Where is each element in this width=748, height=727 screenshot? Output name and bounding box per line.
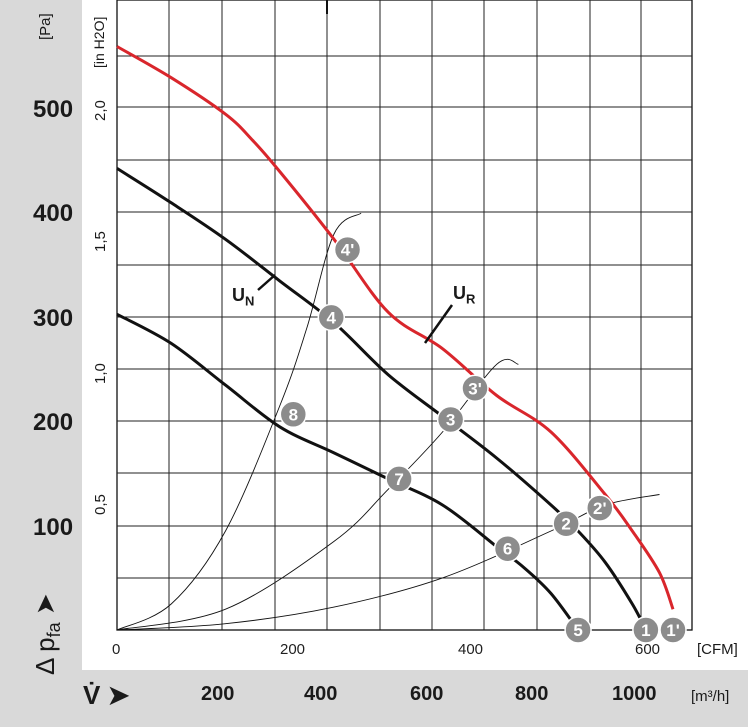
operating-point-label: 2' <box>593 499 607 518</box>
system-curve <box>116 358 519 631</box>
operating-point-label: 1 <box>641 621 650 640</box>
operating-point <box>436 405 465 434</box>
series-line-ur <box>116 45 675 610</box>
operating-point <box>461 374 489 403</box>
operating-point <box>493 534 522 563</box>
m3h-tick-label: 600 <box>410 683 444 705</box>
pa-tick-label: 200 <box>33 409 74 436</box>
flow-axis-label: V̇ ➤ <box>83 680 130 710</box>
cfm-tick-label: 600 <box>635 641 661 658</box>
operating-point-label: 3' <box>468 379 482 398</box>
pa-tick-label: 500 <box>33 96 74 123</box>
operating-point-label: 4 <box>327 308 337 327</box>
leader-line-ur <box>423 304 454 344</box>
operating-point <box>279 400 308 429</box>
cfm-tick-label: 0 <box>112 641 121 658</box>
cfm-tick-label: 200 <box>280 641 306 658</box>
y-axis-band <box>0 0 82 727</box>
operating-point-label: 4' <box>341 241 355 260</box>
inh2o-unit-label: [in H2O] <box>91 16 107 68</box>
pa-tick-label: 100 <box>33 514 74 541</box>
series-line-un <box>116 167 648 631</box>
cfm-unit-label: [CFM] <box>697 641 738 658</box>
operating-point <box>385 465 413 493</box>
operating-point-label: 7 <box>394 470 403 489</box>
inh2o-tick-label: 0,5 <box>92 494 109 515</box>
pressure-axis-label: Δ pfa ➤ <box>30 593 65 675</box>
m3h-tick-label: 200 <box>201 683 235 705</box>
operating-point <box>333 235 362 264</box>
operating-point-label: 6 <box>503 540 512 559</box>
operating-point <box>586 494 614 522</box>
operating-point <box>659 616 687 644</box>
operating-point-label: 3 <box>446 411 455 430</box>
x-axis-band <box>0 670 748 727</box>
cfm-tick-label: 400 <box>458 641 484 658</box>
plot-area <box>116 0 693 631</box>
operating-point-label: 8 <box>289 405 298 424</box>
m3h-tick-label: 800 <box>515 683 549 705</box>
inh2o-tick-label: 2,0 <box>92 100 109 121</box>
m3h-unit-label: [m³/h] <box>691 688 730 705</box>
leader-line-un <box>257 274 276 291</box>
inh2o-tick-label: 1,5 <box>92 231 109 252</box>
m3h-tick-label: 400 <box>304 683 338 705</box>
pa-tick-label: 300 <box>33 305 74 332</box>
operating-point-label: 5 <box>573 621 582 640</box>
operating-point <box>552 509 580 538</box>
operating-point-label: 1' <box>666 621 680 640</box>
pa-unit-label: [Pa] <box>37 13 54 40</box>
operating-point <box>317 303 346 332</box>
operating-point <box>564 616 592 644</box>
operating-point-label: 2 <box>561 515 570 534</box>
pa-tick-label: 400 <box>33 200 74 227</box>
curve-label-un: UN <box>232 285 255 309</box>
inh2o-tick-label: 1,0 <box>92 363 109 384</box>
m3h-tick-label: 1000 <box>612 683 657 705</box>
curve-label-ur: UR <box>453 283 476 307</box>
operating-point <box>632 616 660 644</box>
